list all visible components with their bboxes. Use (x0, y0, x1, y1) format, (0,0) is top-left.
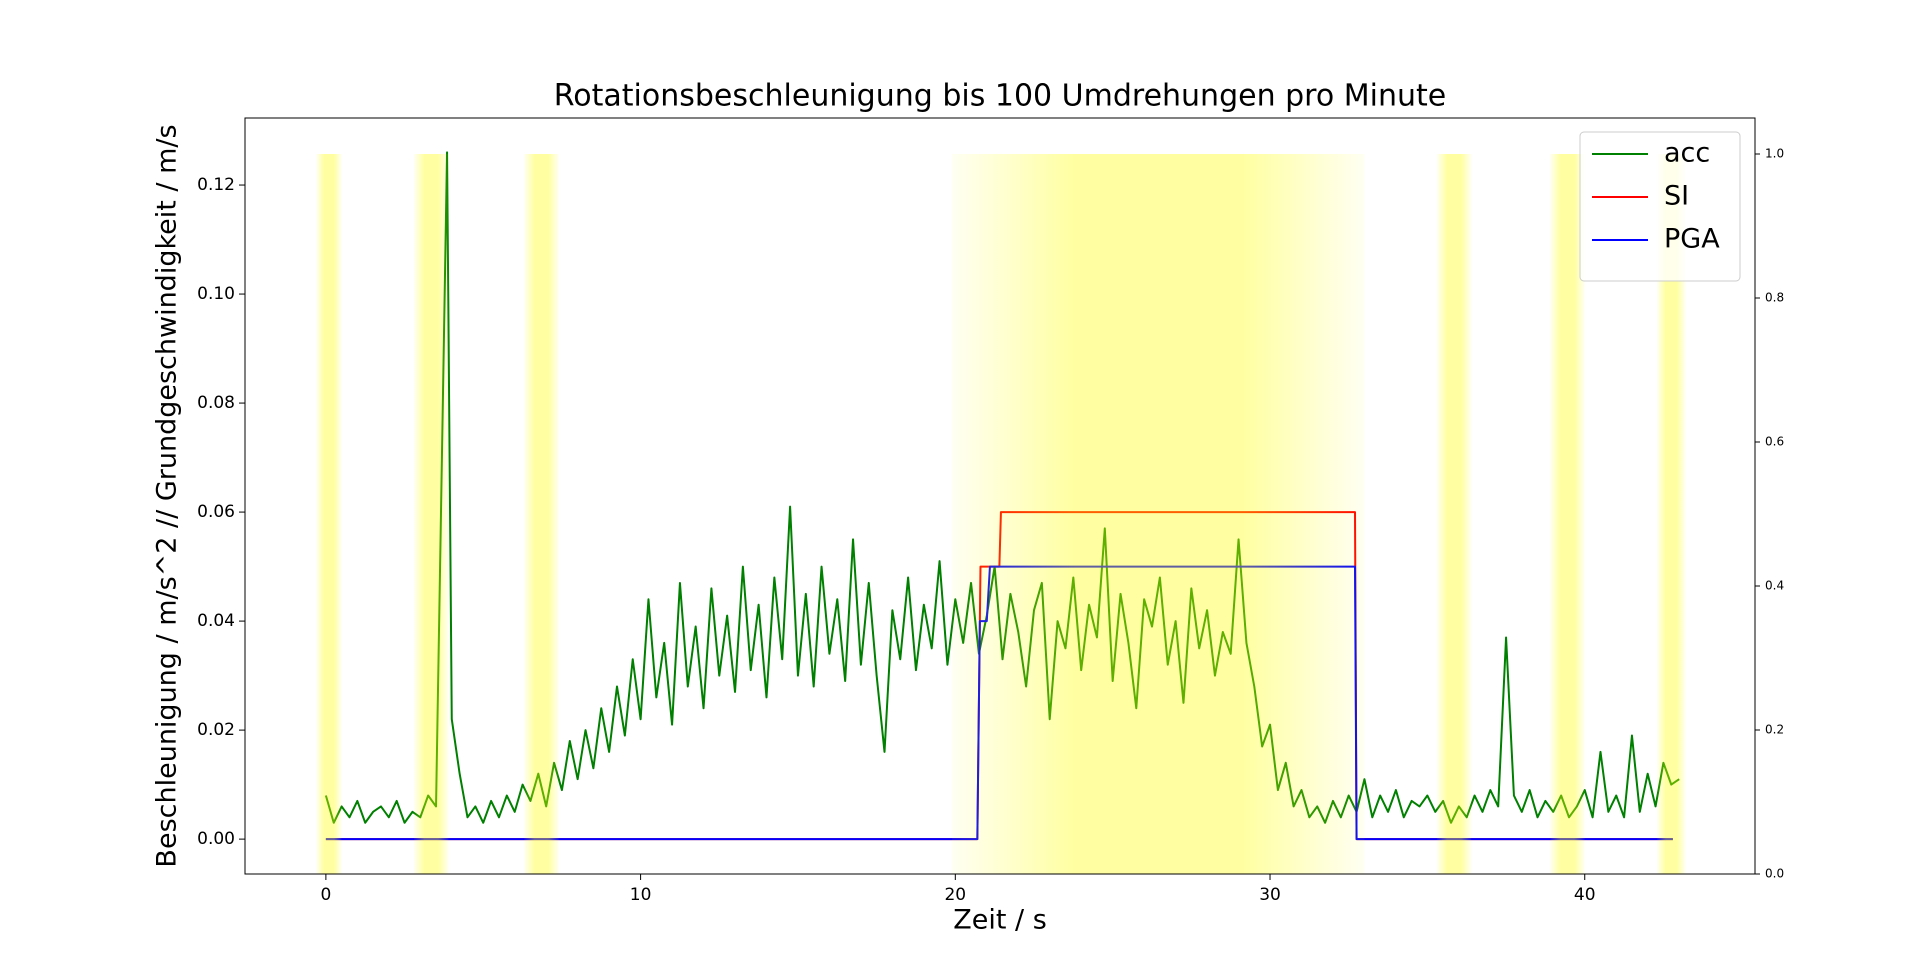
x-tick-label: 20 (944, 885, 966, 905)
highlight-span (316, 154, 342, 874)
highlight-span (1550, 154, 1585, 874)
y-tick-label: 0.12 (197, 175, 235, 195)
highlight-span (952, 154, 1365, 874)
y-tick-label: 0.08 (197, 393, 235, 413)
y-tick-label: 0.10 (197, 284, 235, 304)
highlight-span (414, 154, 449, 874)
y2-tick-label: 1.0 (1765, 147, 1784, 161)
x-tick-label: 30 (1259, 885, 1281, 905)
x-tick-label: 10 (630, 885, 652, 905)
y-tick-label: 0.00 (197, 829, 235, 849)
y2-tick-label: 0.4 (1765, 579, 1784, 593)
highlight-span (1436, 154, 1472, 874)
x-tick-label: 40 (1574, 885, 1596, 905)
y2-tick-label: 0.8 (1765, 291, 1784, 305)
highlight-span (524, 154, 559, 874)
y2-tick-label: 0.2 (1765, 723, 1784, 737)
legend-label: acc (1664, 138, 1710, 169)
x-tick-label: 0 (320, 885, 331, 905)
x-axis-label: Zeit / s (953, 905, 1047, 936)
plot-frame (244, 117, 1756, 875)
chart-title: Rotationsbeschleunigung bis 100 Umdrehun… (554, 79, 1446, 114)
legend-box (1579, 131, 1741, 282)
y2-tick-label: 0.6 (1765, 435, 1784, 449)
y2-tick-label: 0.0 (1765, 867, 1784, 881)
y-tick-label: 0.06 (197, 502, 235, 522)
legend-label: SI (1664, 181, 1689, 212)
y-tick-label: 0.02 (197, 720, 235, 740)
legend-label: PGA (1664, 224, 1720, 255)
y-axis-label: Beschleunigung / m/s^2 // Grundgeschwind… (152, 124, 183, 867)
y-tick-label: 0.04 (197, 611, 235, 631)
